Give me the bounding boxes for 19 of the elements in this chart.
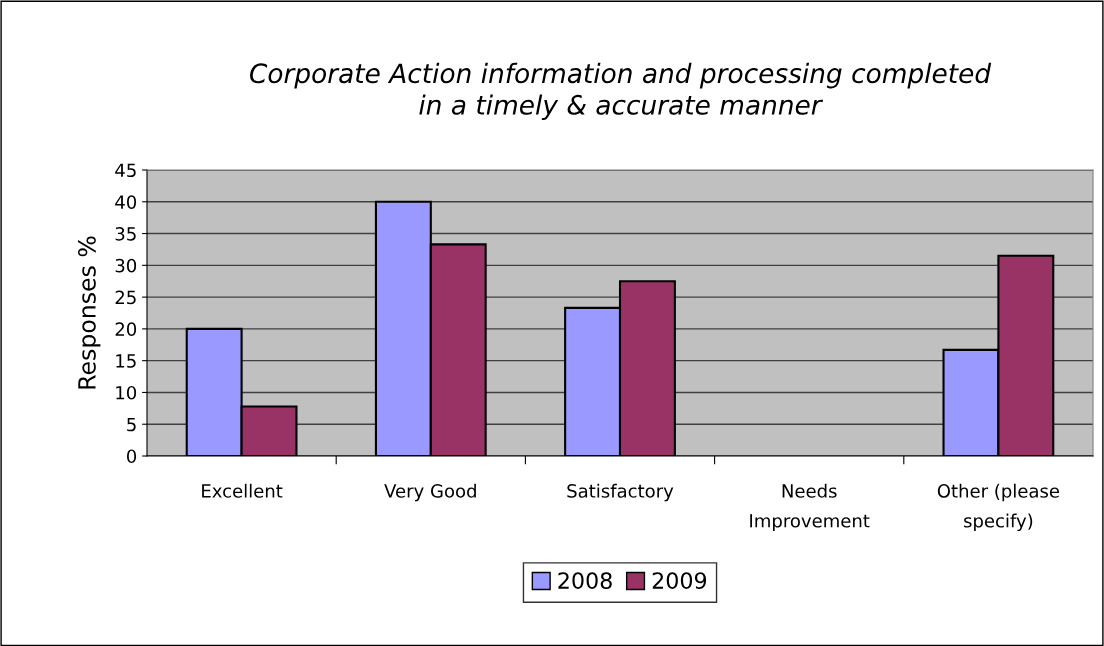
y-tick-label: 35 (115, 227, 136, 241)
y-tick-label: 30 (115, 258, 137, 273)
y-tick-label: 25 (115, 290, 136, 305)
chart-title: Corporate Action information and processing completed in a timely & accurate manner (250, 62, 992, 120)
y-tick-label: 5 (127, 417, 136, 432)
legend-label: 2009 (652, 572, 707, 589)
y-tick-label: 40 (115, 195, 137, 209)
y-axis-title: Responses % (77, 236, 101, 389)
legend-label: 2008 (558, 572, 612, 589)
y-tick-label: 10 (116, 385, 137, 400)
y-tick-label: 15 (116, 354, 136, 368)
x-tick-label: Satisfactory (567, 483, 674, 502)
x-tick-label: Needs Improvement (750, 483, 870, 532)
y-tick-label: 0 (126, 449, 137, 464)
y-tick-label: 45 (115, 163, 136, 178)
x-tick-label: Very Good (384, 483, 476, 502)
x-tick-label: Other (please specify) (937, 483, 1060, 532)
x-tick-label: Excellent (202, 483, 283, 498)
y-tick-label: 20 (115, 322, 137, 337)
